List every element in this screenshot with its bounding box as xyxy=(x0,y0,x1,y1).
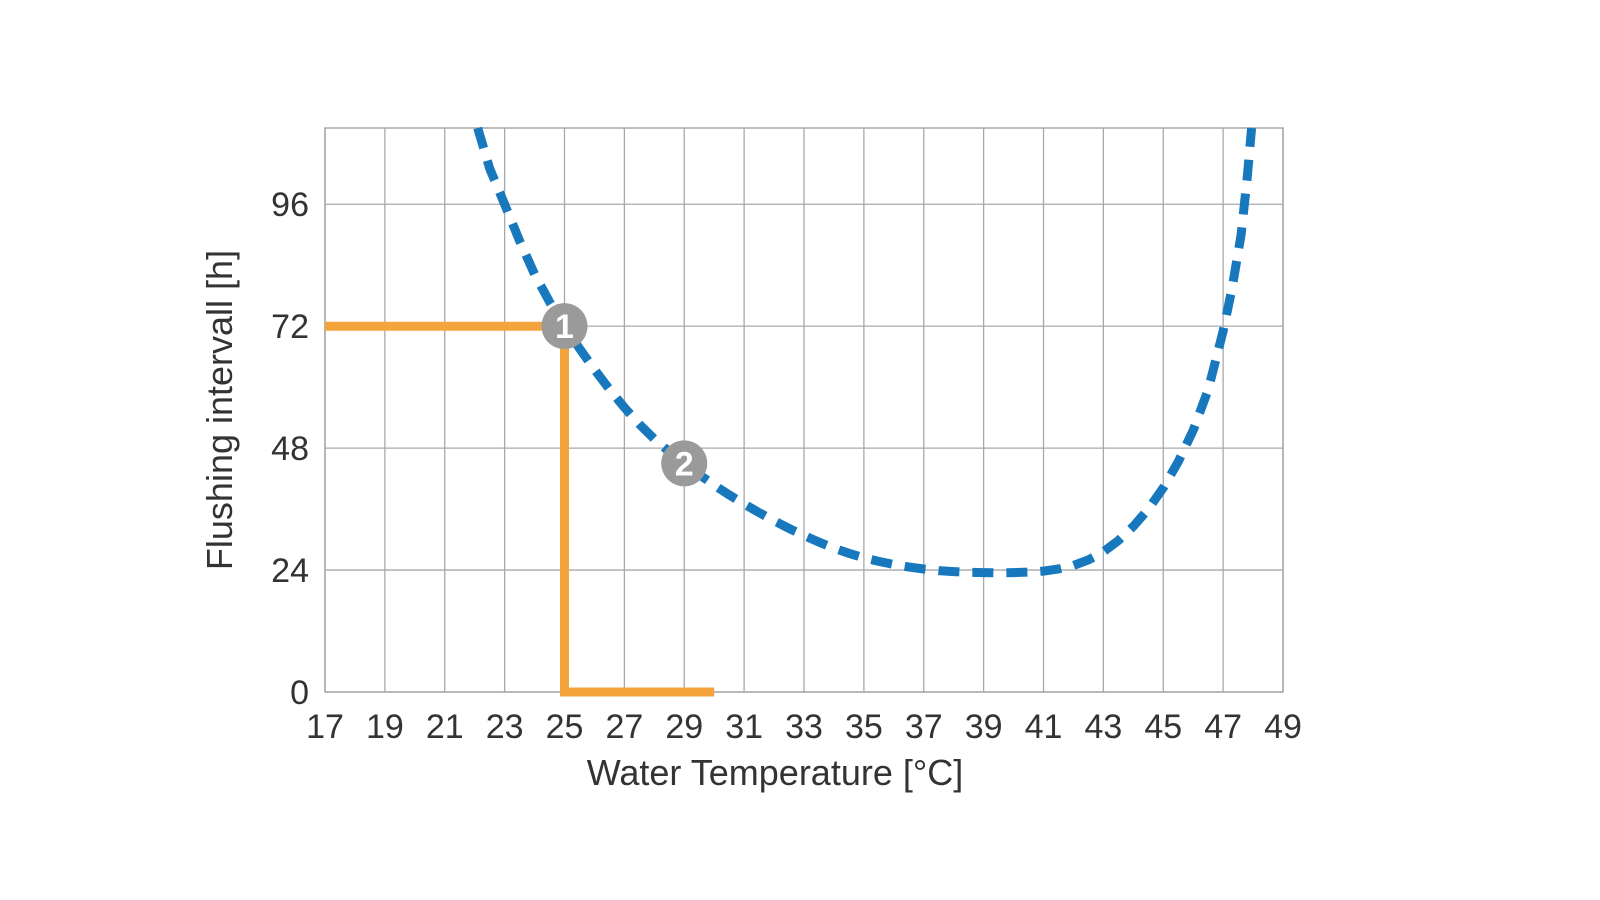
plot-border xyxy=(324,127,1284,693)
x-tick-label-25: 25 xyxy=(546,708,584,746)
markers: 12 xyxy=(541,303,708,487)
y-tick-label-24: 24 xyxy=(271,552,309,590)
x-tick-label-41: 41 xyxy=(1025,708,1063,746)
x-tick-label-23: 23 xyxy=(486,708,524,746)
marker-1-circle xyxy=(541,303,588,350)
grid xyxy=(324,127,1284,693)
y-tick-label-72: 72 xyxy=(271,308,309,346)
x-tick-label-33: 33 xyxy=(785,708,823,746)
tick-labels: 17 19 21 23 25 27 29 31 33 35 37 39 41 43 45 47 49024487… xyxy=(271,186,1302,746)
y-tick-label-48: 48 xyxy=(271,430,309,468)
x-tick-label-49: 49 xyxy=(1264,708,1302,746)
marker-1-label: 1 xyxy=(555,308,574,346)
x-tick-label-29: 29 xyxy=(665,708,703,746)
x-tick-label-39: 39 xyxy=(965,708,1003,746)
y-tick-label-96: 96 xyxy=(271,186,309,224)
x-tick-label-47: 47 xyxy=(1204,708,1242,746)
x-tick-label-17: 17 xyxy=(306,708,344,746)
y-axis-title: Flushing intervall [h] xyxy=(199,250,240,570)
example-guide-line xyxy=(325,321,715,697)
y-tick-label-0: 0 xyxy=(290,674,309,712)
x-tick-label-35: 35 xyxy=(845,708,883,746)
x-tick-label-31: 31 xyxy=(725,708,763,746)
x-axis-title: Water Temperature [°C] xyxy=(587,752,964,793)
flushing-interval-curve xyxy=(473,126,1257,578)
x-tick-label-21: 21 xyxy=(426,708,464,746)
marker-2-label: 2 xyxy=(675,445,694,483)
x-tick-label-45: 45 xyxy=(1144,708,1182,746)
x-tick-label-37: 37 xyxy=(905,708,943,746)
series xyxy=(325,126,1257,697)
x-tick-label-19: 19 xyxy=(366,708,404,746)
x-tick-label-43: 43 xyxy=(1084,708,1122,746)
x-tick-label-27: 27 xyxy=(605,708,643,746)
marker-2-circle xyxy=(661,440,708,487)
